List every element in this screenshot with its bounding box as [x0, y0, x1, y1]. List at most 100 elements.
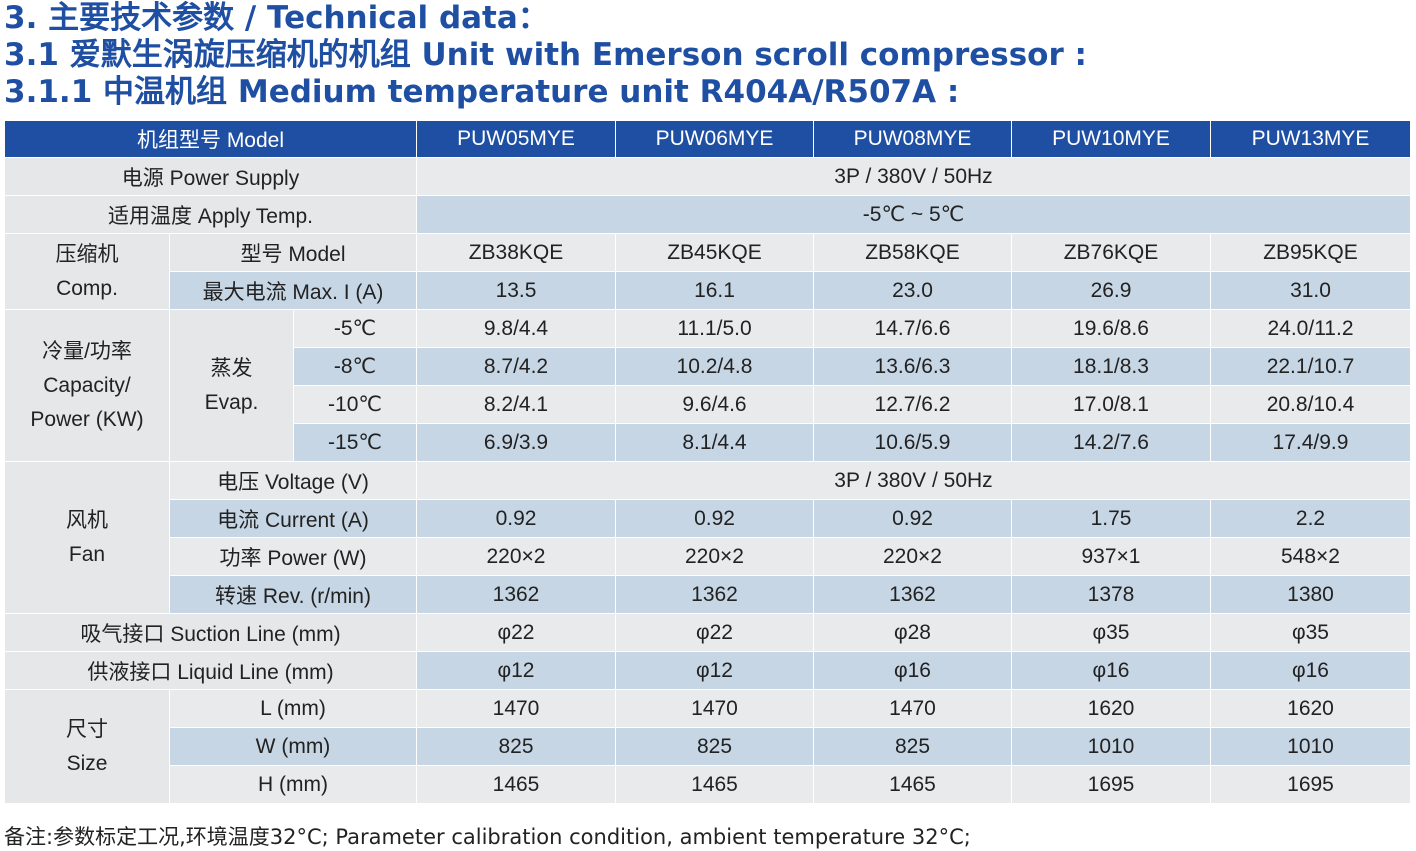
- table-cell: φ35: [1210, 613, 1411, 652]
- compressor-group-label: 压缩机 Comp.: [4, 233, 170, 310]
- table-cell: 1470: [615, 689, 814, 728]
- size-h-label: H (mm): [169, 765, 417, 804]
- table-cell: 825: [416, 727, 616, 766]
- table-cell: 14.2/7.6: [1011, 423, 1211, 462]
- table-cell: 22.1/10.7: [1210, 347, 1411, 386]
- table-cell: 9.8/4.4: [416, 309, 616, 348]
- table-cell: 1620: [1210, 689, 1411, 728]
- table-cell: 1010: [1210, 727, 1411, 766]
- compressor-current-label: 最大电流 Max. I (A): [169, 271, 417, 310]
- table-cell: 1362: [813, 575, 1012, 614]
- table-cell: 8.1/4.4: [615, 423, 814, 462]
- model-header-cell: PUW06MYE: [615, 120, 814, 158]
- table-cell: 10.2/4.8: [615, 347, 814, 386]
- evap-temp-label: -5℃: [293, 309, 417, 348]
- size-group-label: 尺寸 Size: [4, 689, 170, 804]
- fan-power-label: 功率 Power (W): [169, 537, 417, 576]
- capacity-row: -8℃ 8.7/4.2 10.2/4.8 13.6/6.3 18.1/8.3 2…: [5, 347, 1411, 386]
- table-cell: 14.7/6.6: [813, 309, 1012, 348]
- section-title: 3. 主要技术参数 / Technical data：: [4, 0, 549, 36]
- table-cell: φ12: [416, 651, 616, 690]
- table-cell: 220×2: [615, 537, 814, 576]
- table-cell: ZB58KQE: [813, 233, 1012, 272]
- table-cell: 1362: [416, 575, 616, 614]
- fan-speed-row: 转速 Rev. (r/min) 1362 1362 1362 1378 1380: [5, 575, 1411, 614]
- table-cell: 8.7/4.2: [416, 347, 616, 386]
- table-cell: 220×2: [813, 537, 1012, 576]
- suction-line-label: 吸气接口 Suction Line (mm): [4, 613, 417, 652]
- fan-label-en: Fan: [68, 542, 106, 566]
- power-supply-value: 3P / 380V / 50Hz: [416, 157, 1411, 196]
- table-cell: 1465: [813, 765, 1012, 804]
- table-cell: ZB45KQE: [615, 233, 814, 272]
- fan-speed-label: 转速 Rev. (r/min): [169, 575, 417, 614]
- table-cell: 1470: [416, 689, 616, 728]
- table-cell: φ16: [813, 651, 1012, 690]
- table-cell: 0.92: [813, 499, 1012, 538]
- table-cell: 1695: [1011, 765, 1211, 804]
- table-cell: 6.9/3.9: [416, 423, 616, 462]
- table-cell: 825: [615, 727, 814, 766]
- capacity-label-en-2: Power (KW): [30, 407, 144, 431]
- fan-current-label: 电流 Current (A): [169, 499, 417, 538]
- capacity-group-label: 冷量/功率 Capacity/ Power (KW): [4, 309, 170, 462]
- compressor-current-row: 最大电流 Max. I (A) 13.5 16.1 23.0 26.9 31.0: [5, 271, 1411, 310]
- footnote: 备注:参数标定工况,环境温度32°C; Parameter calibratio…: [4, 825, 971, 849]
- evap-label-en: Evap.: [204, 390, 259, 414]
- table-cell: 1362: [615, 575, 814, 614]
- table-cell: 0.92: [615, 499, 814, 538]
- table-cell: 1465: [416, 765, 616, 804]
- subsection-title: 3.1 爱默生涡旋压缩机的机组 Unit with Emerson scroll…: [4, 37, 1087, 73]
- size-label-cn: 尺寸: [66, 717, 108, 741]
- apply-temp-value: -5℃ ~ 5℃: [416, 195, 1411, 234]
- size-label-en: Size: [66, 751, 108, 775]
- table-cell: φ12: [615, 651, 814, 690]
- fan-label-cn: 风机: [66, 508, 108, 532]
- fan-voltage-value: 3P / 380V / 50Hz: [416, 461, 1411, 500]
- table-cell: 12.7/6.2: [813, 385, 1012, 424]
- apply-temp-row: 适用温度 Apply Temp. -5℃ ~ 5℃: [4, 195, 1411, 234]
- fan-voltage-label: 电压 Voltage (V): [169, 461, 417, 500]
- table-cell: φ28: [813, 613, 1012, 652]
- size-l-row: 尺寸 Size L (mm) 1470 1470 1470 1620 1620: [4, 689, 1411, 804]
- subsubsection-title: 3.1.1 中温机组 Medium temperature unit R404A…: [4, 74, 960, 110]
- table-cell: φ16: [1210, 651, 1411, 690]
- model-header-label: 机组型号 Model: [4, 120, 417, 158]
- table-cell: 0.92: [416, 499, 616, 538]
- table-cell: ZB38KQE: [416, 233, 616, 272]
- table-cell: 23.0: [813, 271, 1012, 310]
- compressor-model-label: 型号 Model: [169, 233, 417, 272]
- liquid-line-row: 供液接口 Liquid Line (mm) φ12 φ12 φ16 φ16 φ1…: [4, 651, 1411, 690]
- capacity-label-cn: 冷量/功率: [42, 339, 132, 363]
- table-cell: 17.4/9.9: [1210, 423, 1411, 462]
- evap-label: 蒸发 Evap.: [169, 309, 294, 462]
- compressor-label-cn: 压缩机: [55, 242, 119, 266]
- table-cell: 17.0/8.1: [1011, 385, 1211, 424]
- table-cell: 11.1/5.0: [615, 309, 814, 348]
- fan-voltage-row: 风机 Fan 电压 Voltage (V) 3P / 380V / 50Hz: [4, 461, 1411, 614]
- liquid-line-label: 供液接口 Liquid Line (mm): [4, 651, 417, 690]
- table-cell: 1380: [1210, 575, 1411, 614]
- fan-power-row: 功率 Power (W) 220×2 220×2 220×2 937×1 548…: [5, 537, 1411, 576]
- fan-group-label: 风机 Fan: [4, 461, 170, 614]
- model-header-cell: PUW05MYE: [416, 120, 616, 158]
- technical-data-table: 机组型号 Model PUW05MYE PUW06MYE PUW08MYE PU…: [4, 120, 1411, 804]
- table-cell: 2.2: [1210, 499, 1411, 538]
- model-header-cell: PUW10MYE: [1011, 120, 1211, 158]
- capacity-row: 冷量/功率 Capacity/ Power (KW) 蒸发 Evap. -5℃ …: [4, 309, 1411, 462]
- evap-temp-label: -8℃: [293, 347, 417, 386]
- table-cell: 548×2: [1210, 537, 1411, 576]
- power-supply-label: 电源 Power Supply: [4, 157, 417, 196]
- table-cell: ZB76KQE: [1011, 233, 1211, 272]
- evap-temp-label: -10℃: [293, 385, 417, 424]
- fan-current-row: 电流 Current (A) 0.92 0.92 0.92 1.75 2.2: [5, 499, 1411, 538]
- table-cell: 26.9: [1011, 271, 1211, 310]
- table-cell: 9.6/4.6: [615, 385, 814, 424]
- table-cell: 825: [813, 727, 1012, 766]
- size-w-label: W (mm): [169, 727, 417, 766]
- table-cell: 937×1: [1011, 537, 1211, 576]
- table-cell: 1010: [1011, 727, 1211, 766]
- table-cell: 1378: [1011, 575, 1211, 614]
- size-h-row: H (mm) 1465 1465 1465 1695 1695: [5, 765, 1411, 804]
- table-cell: 10.6/5.9: [813, 423, 1012, 462]
